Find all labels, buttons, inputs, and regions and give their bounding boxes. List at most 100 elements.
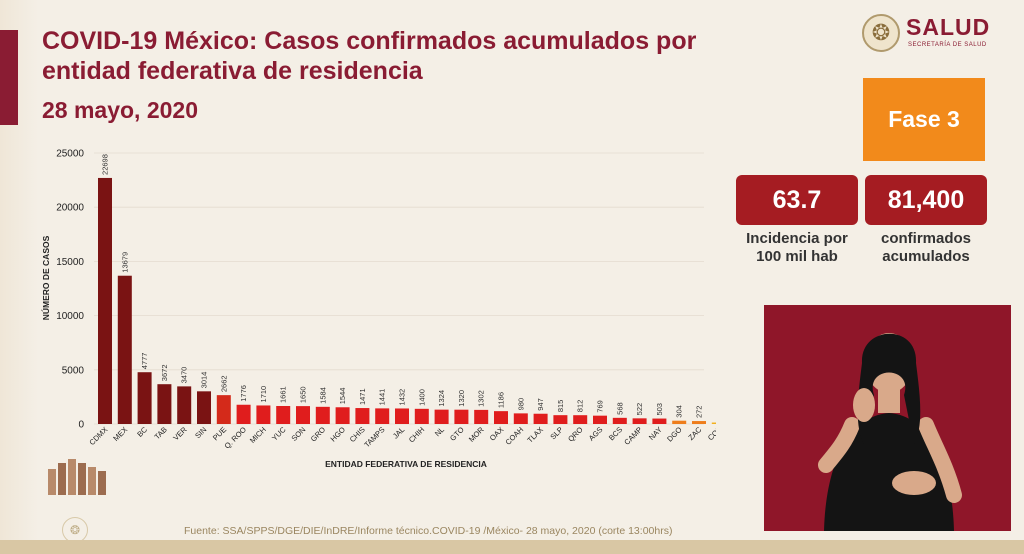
x-tick-label: HGO	[329, 425, 348, 444]
x-tick-label: QRO	[566, 425, 585, 444]
bar-qro	[573, 415, 588, 424]
page-title: COVID-19 México: Casos confirmados acumu…	[42, 27, 697, 85]
phase-badge: Fase 3	[863, 78, 985, 161]
bar-value-label: 1650	[299, 386, 308, 403]
confirmed-label-line2: acumulados	[882, 248, 970, 265]
bar-mex	[117, 275, 132, 424]
bar-value-label: 1710	[259, 386, 268, 403]
x-tick-label: BC	[135, 425, 149, 439]
bar-value-label: 1324	[437, 390, 446, 407]
x-tick-label: MEX	[111, 425, 129, 443]
bar-value-label: 3014	[200, 372, 209, 389]
bar-value-label: 3672	[160, 365, 169, 382]
x-tick-label: SLP	[548, 425, 564, 441]
bar-camp	[632, 418, 647, 424]
bar-value-label: 1441	[378, 389, 387, 406]
bar-value-label: 304	[675, 405, 684, 418]
bar-tab	[157, 384, 172, 424]
bar-coah	[513, 413, 528, 424]
bar-value-label: 4777	[140, 353, 149, 370]
x-tick-label: DGO	[665, 425, 684, 444]
bar-tlax	[533, 413, 548, 424]
x-tick-label: NL	[433, 425, 446, 438]
x-tick-label: NAY	[647, 425, 664, 442]
x-tick-label: TAB	[153, 425, 169, 441]
mexico-seal-icon: ❂	[862, 14, 900, 52]
y-tick-label: 10000	[56, 311, 84, 322]
bar-value-label: 1471	[358, 388, 367, 405]
bar-value-label: 1320	[457, 390, 466, 407]
x-tick-label: ZAC	[686, 425, 703, 442]
bar-value-label: 1302	[477, 390, 486, 407]
incidence-label-line2: 100 mil hab	[756, 248, 838, 265]
bar-cdmx	[98, 177, 112, 424]
bar-bc	[137, 372, 152, 424]
y-tick-label: 15000	[56, 257, 84, 268]
bar-ver	[177, 386, 192, 424]
x-tick-label: CAMP	[622, 425, 644, 447]
confirmed-label: confirmados acumulados	[858, 230, 994, 266]
sign-language-interpreter-video	[764, 305, 1011, 531]
bar-mor	[474, 409, 489, 424]
x-tick-label: SIN	[193, 425, 208, 440]
bar-value-label: 3470	[180, 367, 189, 384]
bar-mich	[256, 405, 271, 424]
incidence-label-line1: Incidencia por	[746, 230, 848, 247]
x-axis-label: ENTIDAD FEDERATIVA DE RESIDENCIA	[325, 459, 487, 469]
x-tick-label: CDMX	[87, 425, 109, 447]
x-tick-label: SON	[290, 425, 308, 443]
bar-hgo	[335, 407, 350, 424]
bar-dgo	[672, 420, 687, 424]
bar-oax	[494, 411, 508, 424]
bar-jal	[395, 408, 409, 424]
x-tick-label: GRO	[309, 425, 328, 444]
bar-value-label: 947	[536, 398, 545, 411]
bar-bcs	[612, 417, 627, 424]
bar-value-label: 2662	[219, 375, 228, 392]
x-tick-label: MICH	[248, 425, 268, 445]
bar-value-label: 1544	[338, 388, 347, 405]
bar-gto	[454, 409, 469, 424]
y-tick-label: 0	[78, 420, 84, 431]
cases-by-state-bar-chart: 0 5000 10000 15000 20000 25000 22698 CDMX 13679…	[40, 149, 716, 469]
bar-zac	[692, 421, 706, 424]
salud-logo: ❂ SALUD SECRETARÍA DE SALUD	[862, 14, 1002, 56]
bar-value-label: 980	[516, 398, 525, 411]
bar-pue	[216, 395, 231, 424]
x-tick-label: AGS	[587, 425, 605, 443]
bar-q-roo	[236, 404, 251, 424]
logo-title: SALUD	[906, 14, 991, 40]
y-tick-label: 5000	[62, 365, 85, 376]
bar-slp	[553, 415, 568, 424]
y-tick-label: 20000	[56, 203, 84, 214]
logo-subtitle: SECRETARÍA DE SALUD	[908, 42, 987, 48]
incidence-label: Incidencia por 100 mil hab	[729, 230, 865, 266]
bar-tamps	[375, 408, 390, 424]
bar-gro	[315, 406, 330, 424]
bar-ags	[593, 415, 607, 424]
x-tick-label: GTO	[448, 425, 466, 443]
bar-value-label: 1584	[318, 387, 327, 404]
bar-value-label: 1432	[398, 389, 407, 406]
interpreter-figure	[818, 333, 962, 531]
bar-value-label: 1661	[279, 386, 288, 403]
x-tick-label: VER	[171, 425, 189, 443]
bar-col	[711, 422, 716, 424]
bar-nay	[652, 418, 667, 424]
bar-value-label: 1776	[239, 385, 248, 402]
bar-value-label: 1186	[497, 392, 506, 408]
x-tick-label: Q. ROO	[222, 425, 248, 451]
bar-value-label: 568	[615, 402, 624, 415]
bar-value-label: 769	[596, 400, 605, 413]
y-tick-label: 25000	[56, 149, 84, 160]
bar-value-label: 22698	[101, 154, 110, 175]
bar-value-label: 1400	[417, 389, 426, 406]
x-tick-label: MOR	[467, 425, 486, 444]
bottom-decorative-strip	[0, 540, 1024, 554]
x-tick-label: JAL	[391, 425, 407, 441]
title-accent-bar	[0, 30, 18, 125]
x-tick-label: CHIH	[407, 425, 426, 444]
bar-chis	[355, 408, 370, 424]
bar-son	[296, 406, 310, 424]
x-tick-label: YUC	[270, 425, 288, 443]
